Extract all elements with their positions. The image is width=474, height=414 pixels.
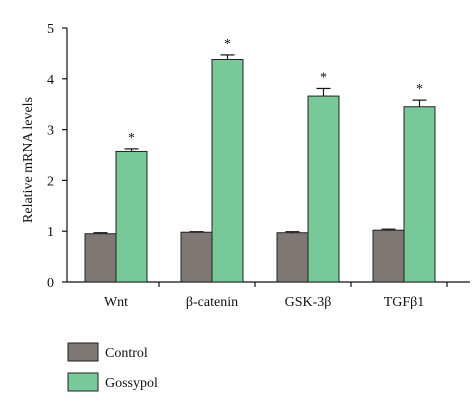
bars: * * * * — [84, 37, 436, 283]
legend-swatch-control — [67, 342, 99, 362]
y-tick-label: 3 — [47, 124, 54, 139]
category-label: TGFβ1 — [384, 295, 425, 310]
y-tick-label: 5 — [47, 22, 54, 37]
control-bar — [372, 229, 405, 283]
significance-asterisk: * — [416, 82, 423, 97]
gossypol-bar — [115, 150, 148, 283]
category-label: Wnt — [104, 295, 128, 310]
gossypol-bar — [307, 95, 340, 283]
category-labels: Wnt β-catenin GSK-3β TGFβ1 — [104, 295, 424, 310]
category-label: GSK-3β — [285, 295, 332, 310]
control-bar — [276, 232, 309, 283]
gossypol-bar — [211, 58, 244, 283]
significance-asterisk: * — [128, 131, 135, 146]
y-axis-label: Relative mRNA levels — [21, 97, 36, 223]
y-tick-label: 2 — [47, 174, 54, 189]
y-tick-label: 4 — [47, 73, 54, 88]
significance-asterisk: * — [320, 70, 327, 85]
legend: Control Gossypol — [67, 342, 158, 392]
y-tick-label: 0 — [47, 276, 54, 291]
control-bar — [84, 233, 117, 283]
legend-label-control: Control — [105, 346, 148, 361]
legend-swatch-gossypol — [67, 372, 99, 392]
gossypol-bar — [403, 106, 436, 283]
control-bar — [180, 231, 213, 283]
significance-asterisk: * — [224, 37, 231, 52]
category-label: β-catenin — [186, 295, 238, 310]
legend-label-gossypol: Gossypol — [105, 376, 158, 391]
y-tick-label: 1 — [47, 225, 54, 240]
